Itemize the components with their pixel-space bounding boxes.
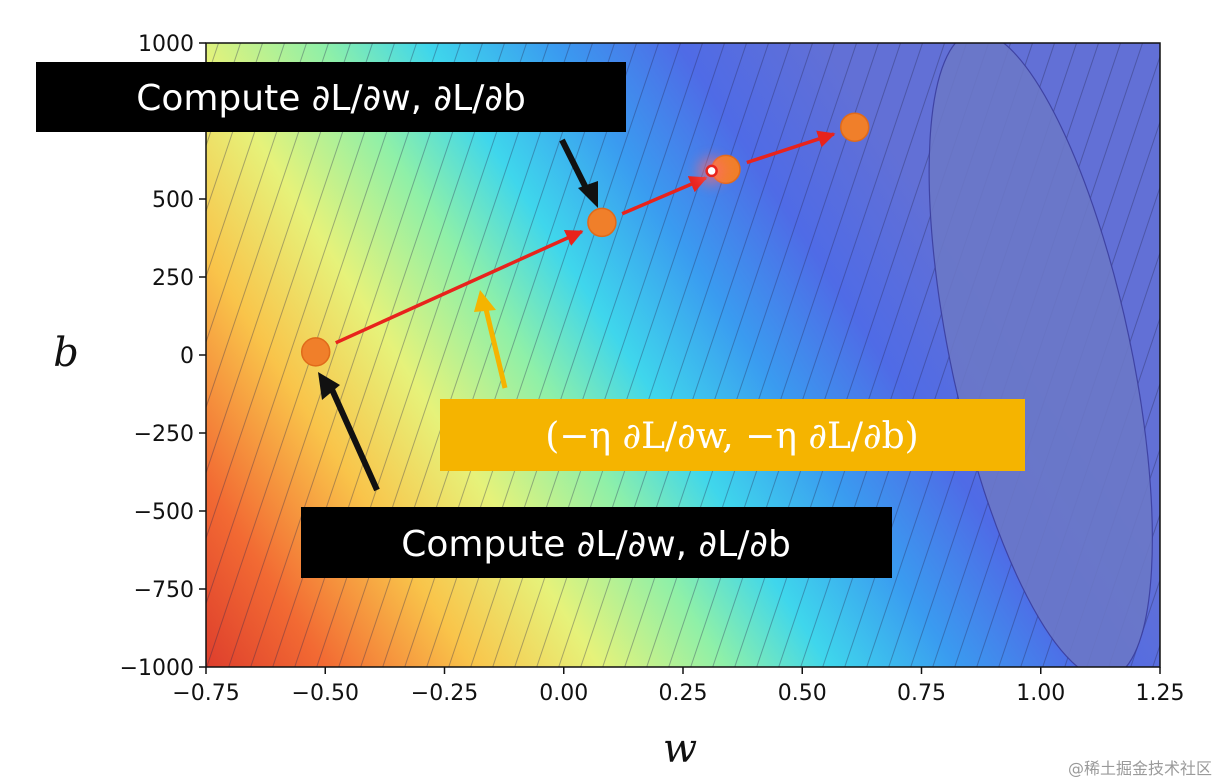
callout-step: (−η ∂L/∂w, −η ∂L/∂b) (440, 399, 1025, 471)
x-tick-label: 0.00 (539, 681, 588, 706)
descent-path-arrows (335, 130, 836, 345)
callout-bottom-pointer-head (318, 372, 340, 400)
contour-line (0, 3, 12, 687)
y-tick-label: −250 (134, 422, 194, 447)
y-tick-label: −500 (134, 500, 194, 525)
descent-point (587, 207, 617, 238)
x-tick-label: −0.50 (292, 681, 359, 706)
contour-line (0, 3, 34, 687)
x-tick-label: −0.25 (411, 681, 478, 706)
y-tick-label: 1000 (138, 32, 194, 57)
watermark: @稀土掘金技术社区 (1068, 759, 1212, 778)
descent-path-points (300, 112, 870, 367)
callout-top-pointer (559, 138, 591, 194)
callout-top-text: Compute ∂L/∂w, ∂L/∂b (136, 78, 526, 119)
callout-step-pointer-head (474, 290, 496, 312)
loss-minimum-region (928, 43, 1153, 667)
callout-top-pointer-head (578, 181, 598, 208)
contour-line (1212, 3, 1221, 687)
callout-bottom-text: Compute ∂L/∂w, ∂L/∂b (401, 524, 791, 565)
x-tick-label: 0.50 (778, 681, 827, 706)
callout-step-pointer (482, 304, 508, 389)
y-axis-label: b (53, 330, 79, 376)
descent-point (839, 112, 870, 142)
callout-bottom: Compute ∂L/∂w, ∂L/∂b (301, 507, 892, 578)
descent-step-arrow (335, 229, 584, 345)
y-tick-label: 250 (152, 266, 194, 291)
x-axis-ticks: −0.75 −0.50 −0.25 0.00 0.25 0.50 0.75 1.00 1.25 (172, 667, 1184, 706)
callout-step-text: (−η ∂L/∂w, −η ∂L/∂b) (545, 416, 918, 457)
x-tick-label: 1.00 (1016, 681, 1065, 706)
y-axis-ticks: 1000 500 250 0 −250 −500 −750 −1000 (120, 32, 206, 681)
descent-step-arrow (621, 176, 708, 216)
x-tick-label: 0.25 (659, 681, 708, 706)
callout-step-box (440, 399, 1025, 471)
contour-line (1190, 3, 1221, 687)
highlight-point (705, 164, 718, 178)
callout-top-box (36, 62, 626, 132)
callout-bottom-box (301, 507, 892, 578)
y-tick-label: 0 (180, 344, 194, 369)
callout-top: Compute ∂L/∂w, ∂L/∂b (36, 62, 626, 132)
x-tick-label: 0.75 (897, 681, 946, 706)
descent-step-arrow (746, 130, 836, 165)
y-tick-label: −750 (134, 578, 194, 603)
descent-point (300, 337, 331, 367)
x-tick-label: 1.25 (1136, 681, 1185, 706)
y-tick-label: −1000 (120, 656, 194, 681)
y-tick-label: 500 (152, 188, 194, 213)
contour-line (1168, 3, 1221, 687)
x-tick-label: −0.75 (172, 681, 239, 706)
callout-bottom-pointer (327, 383, 380, 492)
x-axis-label: w (663, 726, 697, 772)
